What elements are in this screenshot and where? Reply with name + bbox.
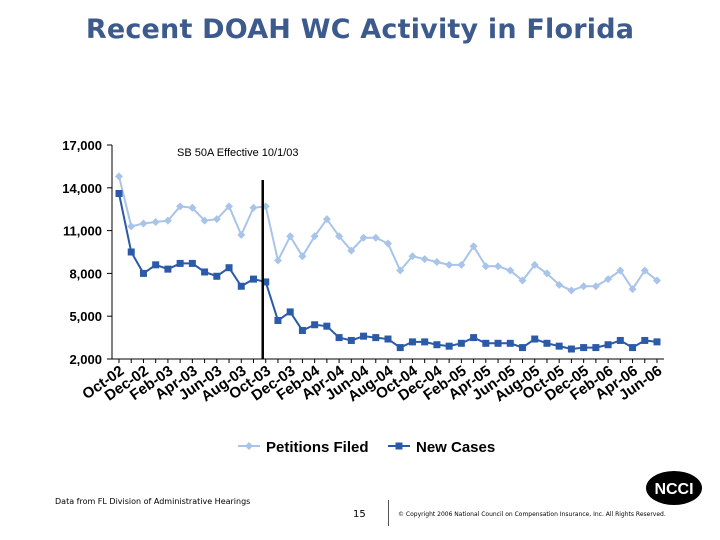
new-cases-point — [152, 261, 159, 268]
petitions-point — [152, 218, 160, 226]
legend-marker — [245, 442, 253, 450]
series-line-1 — [119, 176, 657, 290]
petitions-point — [115, 172, 123, 180]
copyright-notice: © Copyright 2006 National Council on Com… — [398, 511, 666, 518]
new-cases-point — [299, 327, 306, 334]
y-tick-label: 14,000 — [62, 181, 102, 196]
new-cases-point — [323, 323, 330, 330]
new-cases-point — [629, 344, 636, 351]
petitions-point — [433, 258, 441, 266]
y-tick-label: 8,000 — [69, 266, 102, 281]
new-cases-point — [580, 344, 587, 351]
petitions-point — [567, 287, 575, 295]
new-cases-point — [238, 283, 245, 290]
annotation-layer: SB 50A Effective 10/1/03 — [177, 147, 299, 359]
new-cases-point — [482, 340, 489, 347]
new-cases-point — [140, 270, 147, 277]
new-cases-point — [446, 343, 453, 350]
new-cases-point — [164, 266, 171, 273]
new-cases-point — [507, 340, 514, 347]
new-cases-point — [617, 337, 624, 344]
petitions-point — [494, 262, 502, 270]
new-cases-point — [177, 260, 184, 267]
petitions-point — [445, 261, 453, 269]
line-chart: 17,000 14,000 11,000 8,000 5,000 2,000 Oct-02… — [0, 0, 720, 490]
page-number: 15 — [353, 509, 366, 520]
new-cases-point — [409, 338, 416, 345]
footer-divider — [388, 500, 389, 526]
sb50a-annotation: SB 50A Effective 10/1/03 — [177, 147, 299, 159]
new-cases-point — [543, 340, 550, 347]
petitions-point — [592, 282, 600, 290]
new-cases-point — [348, 337, 355, 344]
new-cases-point — [458, 340, 465, 347]
petitions-point — [250, 204, 258, 212]
new-cases-point — [201, 268, 208, 275]
new-cases-point — [385, 336, 392, 343]
new-cases-point — [360, 333, 367, 340]
y-tick-label: 11,000 — [63, 224, 102, 239]
chart-legend: Petitions Filed New Cases — [238, 439, 495, 456]
new-cases-point — [470, 334, 477, 341]
new-cases-point — [556, 343, 563, 350]
new-cases-point — [189, 260, 196, 267]
petitions-point — [580, 282, 588, 290]
new-cases-point — [397, 344, 404, 351]
new-cases-point — [213, 273, 220, 280]
new-cases-point — [274, 317, 281, 324]
petitions-point — [274, 257, 282, 265]
y-tick-label: 17,000 — [62, 138, 102, 153]
petitions-point — [127, 222, 135, 230]
new-cases-point — [116, 190, 123, 197]
new-cases-point — [605, 341, 612, 348]
ncci-logo: NCCI — [645, 470, 703, 506]
petitions-point — [139, 219, 147, 227]
x-axis: Oct-02Dec-02Feb-03Apr-03Jun-03Aug-03Oct-… — [79, 359, 665, 405]
y-axis: 17,000 14,000 11,000 8,000 5,000 2,000 — [62, 138, 112, 367]
y-tick-label: 5,000 — [69, 309, 102, 324]
y-tick-label: 2,000 — [69, 352, 102, 367]
source-note: Data from FL Division of Administrative … — [55, 497, 250, 506]
new-cases-point — [421, 338, 428, 345]
svg-text:NCCI: NCCI — [654, 481, 693, 498]
new-cases-point — [250, 276, 257, 283]
new-cases-point — [531, 336, 538, 343]
new-cases-point — [592, 344, 599, 351]
new-cases-point — [433, 341, 440, 348]
petitions-point — [421, 255, 429, 263]
petitions-point — [372, 234, 380, 242]
series-layer — [115, 172, 661, 352]
legend-label: New Cases — [416, 439, 495, 456]
legend-marker — [396, 443, 403, 450]
legend-label: Petitions Filed — [266, 439, 369, 456]
new-cases-point — [128, 249, 135, 256]
petitions-point — [237, 231, 245, 239]
new-cases-point — [495, 340, 502, 347]
new-cases-point — [519, 344, 526, 351]
new-cases-point — [568, 346, 575, 353]
new-cases-point — [641, 337, 648, 344]
new-cases-point — [372, 334, 379, 341]
petitions-point — [384, 239, 392, 247]
new-cases-point — [311, 321, 318, 328]
new-cases-point — [226, 264, 233, 271]
new-cases-point — [287, 308, 294, 315]
new-cases-point — [654, 338, 661, 345]
new-cases-point — [336, 334, 343, 341]
